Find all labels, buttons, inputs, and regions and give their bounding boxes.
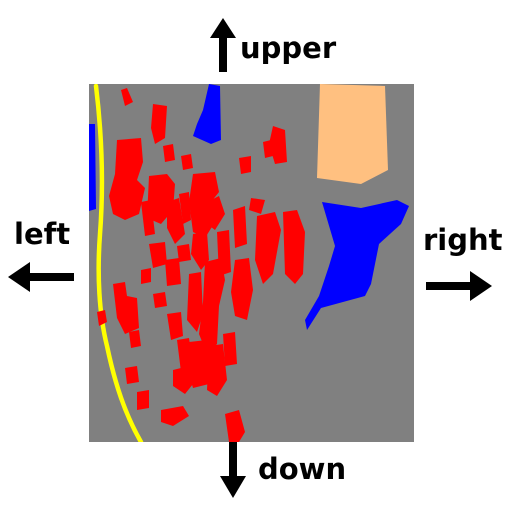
building	[181, 154, 193, 170]
building	[249, 198, 265, 214]
building	[231, 258, 253, 320]
building	[109, 138, 145, 220]
building	[97, 310, 107, 326]
field-area	[317, 84, 388, 184]
building	[167, 198, 185, 244]
building	[113, 282, 139, 334]
building	[225, 410, 245, 442]
building	[255, 212, 281, 284]
building	[141, 200, 155, 236]
building	[207, 344, 227, 396]
building	[163, 144, 175, 162]
water-body	[193, 84, 221, 144]
building	[223, 332, 237, 366]
arrow-down-icon	[220, 442, 246, 498]
building	[191, 232, 209, 270]
road	[93, 84, 144, 442]
building	[151, 104, 167, 144]
building	[167, 312, 183, 340]
building	[149, 242, 167, 268]
buildings-group	[97, 88, 305, 442]
building	[121, 88, 133, 106]
building	[161, 406, 189, 426]
direction-label-right: right	[423, 223, 503, 257]
building	[141, 268, 151, 284]
direction-label-left: left	[14, 217, 71, 251]
building	[177, 244, 191, 262]
building	[207, 196, 225, 230]
building	[269, 126, 287, 164]
water-group	[89, 84, 409, 330]
arrow-right-icon	[426, 271, 492, 301]
building	[263, 140, 273, 158]
building	[129, 330, 141, 348]
building	[153, 292, 167, 308]
building	[239, 156, 251, 174]
direction-label-upper: upper	[240, 31, 337, 65]
building	[165, 258, 181, 286]
building	[283, 210, 305, 284]
building	[199, 258, 225, 354]
direction-label-down: down	[258, 452, 347, 486]
water-body	[305, 200, 409, 330]
water-body	[89, 124, 96, 211]
building	[187, 340, 213, 388]
building	[137, 390, 149, 410]
arrow-up-icon	[210, 18, 236, 72]
arrow-left-icon	[8, 262, 74, 292]
building	[187, 272, 203, 332]
building	[233, 206, 247, 248]
building	[173, 366, 193, 394]
map-canvas	[89, 84, 414, 442]
building	[125, 366, 139, 384]
